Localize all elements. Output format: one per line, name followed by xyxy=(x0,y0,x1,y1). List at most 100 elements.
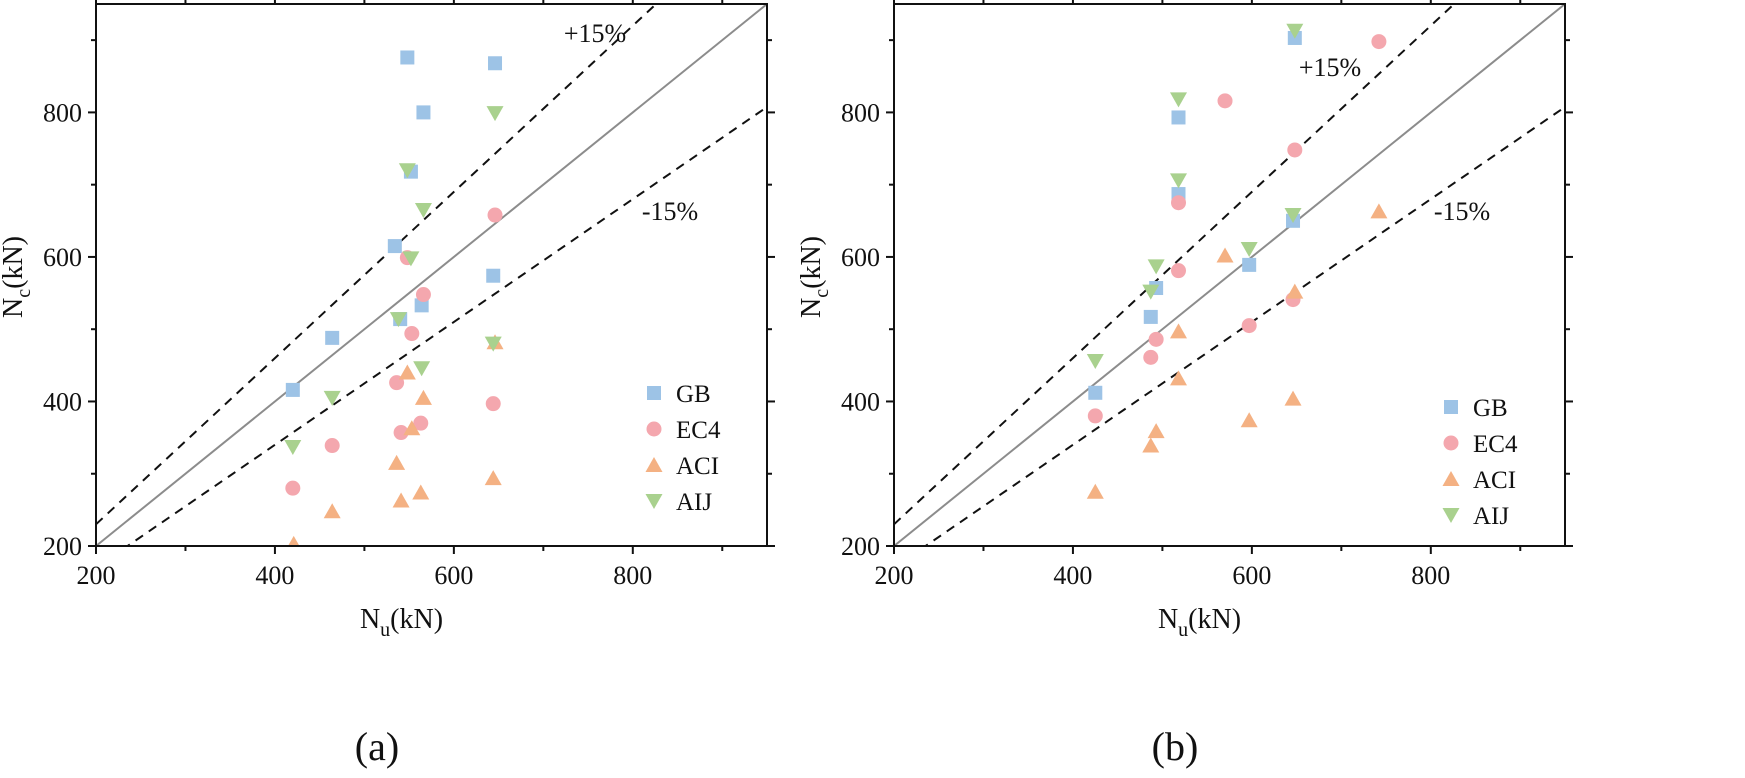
y-tick-label: 400 xyxy=(43,387,82,416)
legend-marker-aci xyxy=(645,457,663,472)
legend-marker-gb xyxy=(1444,400,1458,414)
ref-line-equality xyxy=(96,4,767,546)
point-aij xyxy=(1142,284,1160,300)
point-aij xyxy=(398,163,416,179)
annotation-minus-15: -15% xyxy=(642,197,698,226)
annotation-plus-15: +15% xyxy=(1299,53,1361,82)
legend-marker-aij xyxy=(645,494,663,509)
y-tick-label: 800 xyxy=(43,98,82,127)
point-aij xyxy=(484,336,502,352)
panel-a: 200 400 600 800 200 400 600 800 Nu(kN) Nc(kN) +15%… xyxy=(0,0,775,769)
legend-label-aij: AIJ xyxy=(676,489,712,516)
legend-label-ec4: EC4 xyxy=(676,417,721,444)
point-gb xyxy=(325,330,340,345)
legend-label-aci: ACI xyxy=(676,453,719,480)
x-tick-label: 800 xyxy=(613,561,652,590)
x-tick-label: 400 xyxy=(255,561,294,590)
point-ec4 xyxy=(324,438,340,454)
point-aij xyxy=(323,390,341,406)
y-axis-title: Nc(kN) xyxy=(0,236,35,318)
y-axis-title: Nc(kN) xyxy=(796,236,833,318)
point-aci xyxy=(484,470,502,486)
legend-marker-aij xyxy=(1442,508,1460,523)
reference-lines xyxy=(96,4,767,546)
legend-label-gb: GB xyxy=(676,381,711,408)
point-ec4 xyxy=(413,415,429,431)
y-tick-label: 800 xyxy=(841,98,880,127)
point-aci xyxy=(414,389,432,405)
point-ec4 xyxy=(393,425,409,441)
point-gb xyxy=(1088,385,1103,400)
point-aij xyxy=(1286,23,1304,39)
legend: GB EC4 ACI AIJ xyxy=(645,381,721,516)
x-tick-label: 600 xyxy=(434,561,473,590)
point-aci xyxy=(388,454,406,470)
point-ec4 xyxy=(1143,349,1159,365)
x-tick-label: 200 xyxy=(77,561,116,590)
point-aci xyxy=(1216,247,1234,263)
point-gb xyxy=(416,105,431,120)
annotation-plus-15: +15% xyxy=(564,19,626,48)
y-tick-label: 600 xyxy=(841,243,880,272)
plot-frame xyxy=(95,3,768,547)
point-aij xyxy=(402,251,420,267)
point-aci xyxy=(1370,203,1388,219)
point-gb xyxy=(1171,110,1186,125)
y-tick-label: 200 xyxy=(43,532,82,561)
legend-label-gb: GB xyxy=(1473,395,1508,422)
x-tick-label: 600 xyxy=(1232,561,1271,590)
legend-marker-ec4 xyxy=(1443,435,1459,451)
point-aci xyxy=(392,492,410,508)
point-ec4 xyxy=(285,480,301,496)
point-gb xyxy=(387,239,402,254)
point-aij xyxy=(389,312,407,328)
plot-frame xyxy=(893,3,1566,547)
point-ec4 xyxy=(1217,93,1233,109)
annotation-minus-15: -15% xyxy=(1434,197,1490,226)
panel-caption: (b) xyxy=(1152,724,1199,769)
legend-marker-gb xyxy=(647,386,661,400)
point-ec4 xyxy=(415,287,431,303)
point-gb xyxy=(1242,257,1257,272)
point-aij xyxy=(486,106,504,122)
point-aci xyxy=(1240,412,1258,428)
y-tick-label: 200 xyxy=(841,532,880,561)
point-ec4 xyxy=(487,207,503,223)
y-tick-label: 400 xyxy=(841,387,880,416)
legend-label-ec4: EC4 xyxy=(1473,431,1518,458)
point-gb xyxy=(285,382,300,397)
point-aci xyxy=(287,535,300,546)
point-aci xyxy=(398,364,416,380)
point-aij xyxy=(1170,92,1188,108)
y-tick-label: 600 xyxy=(43,243,82,272)
point-ec4 xyxy=(1371,34,1387,50)
x-axis-title: Nu(kN) xyxy=(360,604,443,641)
point-aci xyxy=(1142,437,1160,453)
point-aij xyxy=(414,202,432,218)
point-aci xyxy=(1170,370,1188,386)
data-points xyxy=(284,50,504,546)
point-aij xyxy=(1147,259,1165,275)
point-ec4 xyxy=(1148,331,1164,347)
point-gb xyxy=(486,268,501,283)
ref-line-equality xyxy=(894,4,1565,546)
x-axis-title: Nu(kN) xyxy=(1158,604,1241,641)
point-aij xyxy=(1284,208,1302,224)
point-ec4 xyxy=(485,396,501,412)
x-tick-label: 200 xyxy=(875,561,914,590)
panel-b: 200 400 600 800 200 400 600 800 Nu(kN) Nc(kN) +15%… xyxy=(796,0,1573,769)
point-ec4 xyxy=(1171,263,1187,279)
point-gb xyxy=(400,50,415,65)
x-tick-label: 800 xyxy=(1411,561,1450,590)
point-aij xyxy=(413,361,431,377)
point-aci xyxy=(323,503,341,519)
point-ec4 xyxy=(404,326,420,342)
legend-label-aij: AIJ xyxy=(1473,503,1509,530)
legend-label-aci: ACI xyxy=(1473,467,1516,494)
legend: GB EC4 ACI AIJ xyxy=(1442,395,1518,530)
legend-marker-aci xyxy=(1442,471,1460,486)
point-aci xyxy=(412,484,430,500)
point-ec4 xyxy=(1241,318,1257,334)
point-aij xyxy=(1240,241,1258,257)
